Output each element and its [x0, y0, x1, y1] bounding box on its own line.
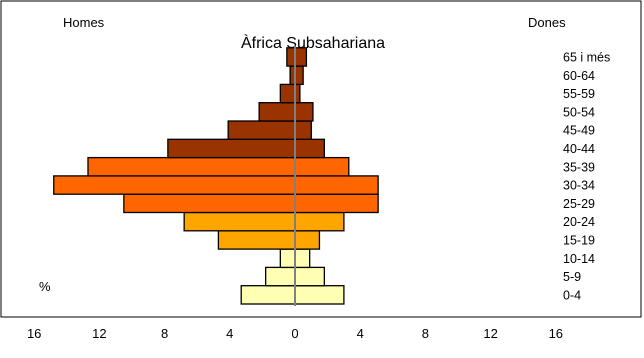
x-axis-ticks: 16 12 8 4 0 4 8 12 16 [27, 326, 563, 341]
x-tick-label: 8 [161, 326, 168, 341]
bars-group [53, 47, 379, 305]
bar-homes-15-19 [217, 230, 296, 250]
bar-homes-40-44 [167, 138, 296, 159]
bar-dones-50-54 [294, 102, 314, 122]
category-label: 30-34 [563, 179, 595, 193]
category-label: 55-59 [563, 87, 595, 101]
category-label: 10-14 [563, 252, 595, 266]
unit-label: % [39, 279, 51, 294]
category-label: 45-49 [563, 124, 595, 138]
category-label: 5-9 [563, 270, 581, 284]
x-tick-label: 4 [357, 326, 364, 341]
bar-homes-50-54 [258, 102, 296, 122]
category-label: 35-39 [563, 160, 595, 174]
x-tick-label: 12 [92, 326, 106, 341]
x-tick-label: 0 [291, 326, 298, 341]
bar-dones-65 i més [294, 47, 308, 67]
x-tick-label: 16 [27, 326, 41, 341]
category-label: 15-19 [563, 233, 595, 247]
category-labels: 0-4 5-9 10-14 15-19 20-24 25-29 30-34 35-39 40-4… [563, 50, 610, 302]
bar-homes-5-9 [265, 266, 296, 287]
x-tick-label: 4 [226, 326, 233, 341]
bar-homes-45-49 [227, 120, 296, 140]
category-label: 25-29 [563, 197, 595, 211]
category-label: 60-64 [563, 69, 595, 83]
bar-dones-40-44 [294, 138, 325, 159]
bar-dones-20-24 [294, 211, 345, 232]
bar-homes-20-24 [183, 211, 296, 232]
category-label: 65 i més [563, 50, 610, 64]
right-label: Dones [528, 15, 566, 30]
bar-dones-30-34 [294, 175, 379, 195]
bar-dones-35-39 [294, 156, 350, 177]
category-label: 0-4 [563, 288, 581, 302]
bar-dones-10-14 [294, 248, 311, 269]
bar-homes-10-14 [279, 248, 296, 269]
chart-title: Àfrica Subsahariana [241, 33, 385, 52]
bar-dones-0-4 [294, 285, 345, 305]
x-tick-label: 8 [422, 326, 429, 341]
bar-homes-30-34 [53, 175, 296, 195]
bar-homes-25-29 [123, 193, 296, 214]
x-tick-label: 16 [549, 326, 563, 341]
category-label: 20-24 [563, 215, 595, 229]
bar-homes-65 i més [286, 47, 296, 67]
bar-homes-35-39 [87, 156, 296, 177]
left-label: Homes [63, 15, 105, 30]
category-label: 50-54 [563, 105, 595, 119]
category-label: 40-44 [563, 142, 595, 156]
bar-homes-55-59 [279, 83, 296, 104]
bar-dones-45-49 [294, 120, 312, 140]
bar-dones-15-19 [294, 230, 321, 250]
bar-dones-60-64 [294, 65, 304, 86]
x-tick-label: 12 [483, 326, 497, 341]
bar-dones-5-9 [294, 266, 325, 287]
bar-homes-0-4 [240, 285, 296, 305]
bar-dones-25-29 [294, 193, 379, 214]
